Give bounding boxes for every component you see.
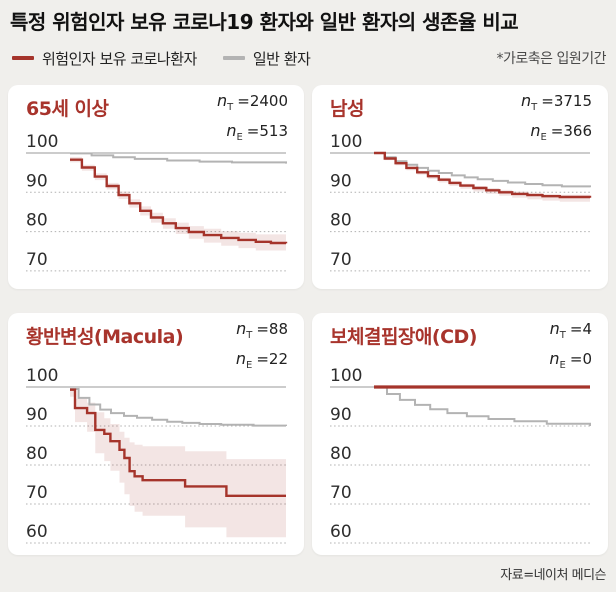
y-axis-tick: 90 xyxy=(330,405,352,425)
panel-title-cd: 보체결핍장애(CD) xyxy=(330,326,477,348)
n-event-value: nE =0 xyxy=(549,349,592,371)
n-event-value: nE =513 xyxy=(226,121,288,143)
risk-patients-line xyxy=(70,388,286,497)
survival-chart-macula: 100 90 80 70 60 xyxy=(26,366,287,544)
n-total-value: nT =4 xyxy=(549,319,592,341)
general-patients-line xyxy=(374,386,591,426)
risk-patients-line xyxy=(70,158,288,245)
panel-age65: 65세 이상 nT =2400 nE =513 100 90 80 70 xyxy=(8,85,304,289)
y-axis-tick: 90 xyxy=(330,171,352,191)
n-total-value: nT =3715 xyxy=(521,91,592,113)
y-axis-tick: 70 xyxy=(26,250,48,270)
legend-item-risk: 위험인자 보유 코로나환자 xyxy=(12,48,197,69)
panel-cd: 보체결핍장애(CD) nT =4 nE =0 100 90 80 70 60 xyxy=(312,313,608,555)
y-axis-tick: 90 xyxy=(26,405,48,425)
n-event-value: nE =22 xyxy=(235,349,288,371)
general-patients-line xyxy=(70,152,287,164)
y-axis-tick: 60 xyxy=(26,522,48,542)
x-axis-note: *가로축은 입원기간 xyxy=(496,51,607,67)
n-total-value: nT =2400 xyxy=(217,91,288,113)
legend-label-general: 일반 환자 xyxy=(252,49,311,68)
panel-title-male: 남성 xyxy=(330,98,364,120)
source-credit: 자료=네이처 메디슨 xyxy=(500,568,606,583)
y-axis-tick: 80 xyxy=(26,211,48,231)
confidence-band xyxy=(70,388,286,540)
legend: 위험인자 보유 코로나환자 일반 환자 *가로축은 입원기간 xyxy=(12,47,606,69)
risk-line-swatch-icon xyxy=(12,56,34,60)
general-patients-line xyxy=(374,152,591,188)
panel-title-macula: 황반변성(Macula) xyxy=(26,326,184,348)
page-title: 특정 위험인자 보유 코로나19 환자와 일반 환자의 생존율 비교 xyxy=(10,10,519,34)
survival-chart-cd: 100 90 80 70 60 xyxy=(330,366,591,544)
n-values: nT =2400 nE =513 xyxy=(217,89,288,149)
n-values: nT =3715 nE =366 xyxy=(521,89,592,149)
y-axis-tick: 80 xyxy=(330,211,352,231)
y-axis-tick: 80 xyxy=(26,444,48,464)
panel-male: 남성 nT =3715 nE =366 100 90 80 70 xyxy=(312,85,608,289)
legend-item-general: 일반 환자 xyxy=(222,48,311,69)
survival-chart-male: 100 90 80 70 xyxy=(330,132,592,272)
y-axis-tick: 70 xyxy=(330,250,352,270)
legend-label-risk: 위험인자 보유 코로나환자 xyxy=(42,49,197,68)
y-axis-tick: 100 xyxy=(26,132,58,152)
general-line-swatch-icon xyxy=(222,56,245,60)
y-axis-tick: 100 xyxy=(26,366,58,386)
y-axis-tick: 70 xyxy=(26,483,48,503)
panel-title-age65: 65세 이상 xyxy=(26,98,109,120)
n-values: nT =4 nE =0 xyxy=(549,317,592,377)
y-axis-tick: 80 xyxy=(330,444,352,464)
y-axis-tick: 60 xyxy=(330,522,352,542)
n-total-value: nT =88 xyxy=(236,319,288,341)
general-patients-line xyxy=(70,388,287,427)
y-axis-tick: 70 xyxy=(330,483,352,503)
y-axis-tick: 100 xyxy=(330,132,362,152)
panel-macula: 황반변성(Macula) nT =88 nE =22 100 90 80 70 60 xyxy=(8,313,304,555)
n-event-value: nE =366 xyxy=(530,121,592,143)
y-axis-tick: 90 xyxy=(26,171,48,191)
n-values: nT =88 nE =22 xyxy=(236,317,288,377)
y-axis-tick: 100 xyxy=(330,366,362,386)
confidence-band xyxy=(70,156,286,252)
risk-patients-line xyxy=(374,151,592,199)
survival-chart-age65: 100 90 80 70 xyxy=(26,132,288,272)
